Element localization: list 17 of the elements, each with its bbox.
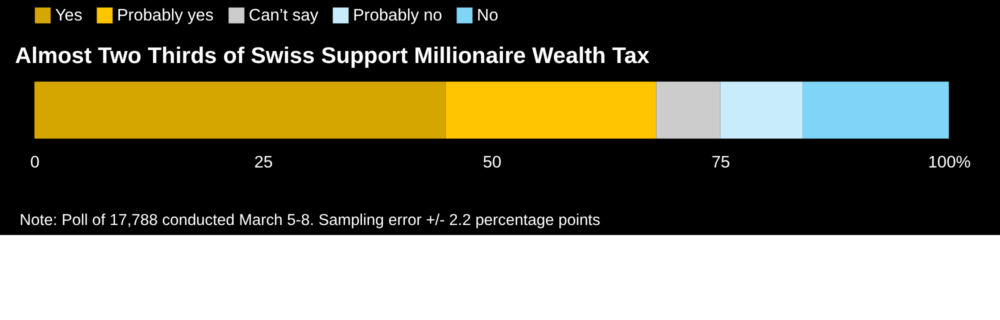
legend-label: Probably yes (117, 5, 214, 24)
x-tick-label: 50 (482, 152, 502, 172)
bar (802, 82, 949, 139)
legend-label: No (476, 5, 498, 24)
legend-label: Yes (55, 5, 82, 24)
x-tick-label: 0 (30, 152, 40, 172)
bar (34, 82, 446, 139)
legend-label: Can’t say (248, 5, 320, 24)
legend-label: Probably no (353, 5, 442, 24)
x-tick-label: 100% (928, 152, 971, 172)
x-tick-label: 25 (254, 152, 273, 172)
chart-title: Almost Two Thirds of Swiss Support Millionaire Wealth Tax (15, 42, 650, 68)
x-tick-label: 75 (711, 152, 730, 172)
bar (656, 82, 720, 139)
bar (446, 82, 656, 139)
text: Note: Poll of 17,788 conducted March 5-8. Sampling error +/- 2.2 percentage points (20, 212, 600, 230)
bar (720, 82, 803, 139)
